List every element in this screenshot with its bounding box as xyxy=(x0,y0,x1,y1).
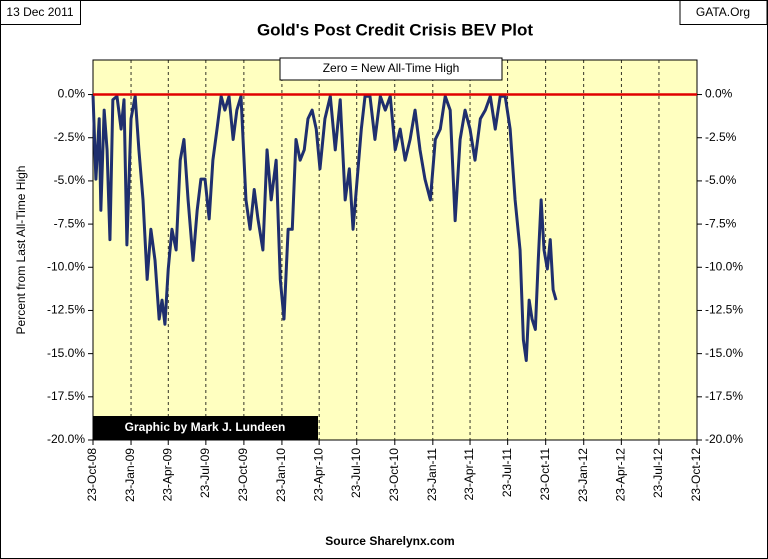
x-tick-label: 23-Jul-11 xyxy=(500,448,514,497)
site-label: GATA.Org xyxy=(696,5,750,19)
x-tick-label: 23-Jul-10 xyxy=(349,448,363,498)
x-tick-label: 23-Jul-09 xyxy=(198,448,212,498)
y-tick-label: -12.5% xyxy=(47,303,85,317)
x-tick-label: 23-Jan-09 xyxy=(123,448,137,502)
credit: Graphic by Mark J. Lundeen xyxy=(125,420,286,434)
data-line xyxy=(91,94,558,363)
x-tick-label: 23-Oct-09 xyxy=(236,448,250,502)
date-stamp: 13 Dec 2011 xyxy=(6,5,73,19)
y2-tick-label: -20.0% xyxy=(705,432,743,446)
y2-tick-label: -15.0% xyxy=(705,346,743,360)
y-tick-label: -15.0% xyxy=(47,346,85,360)
y-tick-label: 0.0% xyxy=(58,87,86,101)
x-tick-label: 23-Apr-10 xyxy=(311,448,325,502)
x-tick-label: 23-Jul-12 xyxy=(651,448,665,498)
y2-tick-label: -10.0% xyxy=(705,259,743,273)
y-tick-label: -2.5% xyxy=(54,130,86,144)
y-tick-label: -5.0% xyxy=(54,173,86,187)
site-box xyxy=(679,0,768,25)
y2-tick-label: 0.0% xyxy=(705,87,733,101)
x-tick-label: 23-Apr-12 xyxy=(614,448,628,502)
x-tick-label: 23-Jan-12 xyxy=(576,448,590,502)
x-tick-label: 23-Oct-10 xyxy=(387,448,401,502)
x-tick-label: 23-Oct-11 xyxy=(538,448,552,501)
credit-box xyxy=(93,416,318,440)
y-tick-label: -7.5% xyxy=(54,216,86,230)
y-tick-label: -17.5% xyxy=(47,389,85,403)
y2-tick-label: -7.5% xyxy=(705,216,737,230)
annotation: Zero = New All-Time High xyxy=(323,61,460,75)
x-tick-label: 23-Jan-11 xyxy=(425,448,439,501)
x-tick-label: 23-Oct-12 xyxy=(689,448,703,502)
date-box xyxy=(0,0,81,25)
y-axis-label: Percent from Last All-Time High xyxy=(14,166,28,335)
annotation-box xyxy=(279,57,503,81)
y2-tick-label: -2.5% xyxy=(705,130,737,144)
x-tick-label: 23-Oct-08 xyxy=(85,448,99,502)
x-tick-label: 23-Jan-10 xyxy=(274,448,288,502)
source-label: Source Sharelynx.com xyxy=(325,534,454,548)
y2-tick-label: -17.5% xyxy=(705,389,743,403)
y-tick-label: -20.0% xyxy=(47,432,85,446)
chart-title: Gold's Post Credit Crisis BEV Plot xyxy=(257,20,533,39)
y2-tick-label: -5.0% xyxy=(705,173,737,187)
y2-tick-label: -12.5% xyxy=(705,303,743,317)
x-tick-label: 23-Apr-11 xyxy=(462,448,476,501)
y-tick-label: -10.0% xyxy=(47,259,85,273)
x-tick-label: 23-Apr-09 xyxy=(160,448,174,502)
